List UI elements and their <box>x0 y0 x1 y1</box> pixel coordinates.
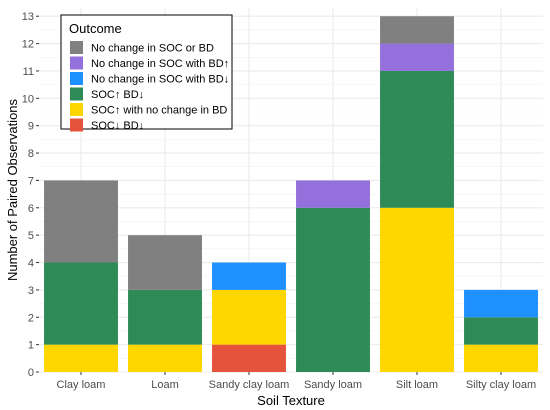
bar-segment <box>212 262 286 290</box>
x-tick-label: Clay loam <box>57 379 106 391</box>
bar-segment <box>44 180 118 263</box>
legend-label: No change in SOC with BD↓ <box>91 74 229 86</box>
x-tick-label: Loam <box>151 379 179 391</box>
y-tick-label: 13 <box>22 11 34 23</box>
y-tick-label: 1 <box>28 340 34 352</box>
bar-segment <box>380 207 454 372</box>
x-axis-ticks: Clay loam Loam Sandy clay loam Sandy loam Si… <box>57 372 536 391</box>
grid-lines <box>39 8 543 373</box>
bar-segment <box>296 207 370 372</box>
legend-key <box>70 72 83 85</box>
bar-segment <box>380 16 454 44</box>
x-tick-label: Silt loam <box>396 379 438 391</box>
legend-label: SOC↓ BD↓ <box>91 120 144 132</box>
x-axis-title: Soil Texture <box>257 393 325 408</box>
legend-label: No change in SOC with BD↑ <box>91 58 229 70</box>
bar-segment <box>128 344 202 372</box>
x-tick-label: Sandy clay loam <box>209 379 290 391</box>
y-tick-label: 8 <box>28 148 34 160</box>
bar-segment <box>380 70 454 208</box>
bar-segment <box>44 262 118 345</box>
bar-segment <box>212 289 286 345</box>
bar-segment <box>128 289 202 345</box>
legend-label: SOC↑ with no change in BD <box>91 105 227 117</box>
bar-segment <box>464 317 538 345</box>
legend-label: No change in SOC or BD <box>91 43 214 55</box>
y-tick-label: 3 <box>28 285 34 297</box>
bar-segment <box>380 43 454 71</box>
legend-box <box>60 14 233 130</box>
bar-segment <box>464 289 538 318</box>
y-tick-label: 11 <box>23 66 34 78</box>
bar-segment <box>464 344 538 372</box>
y-tick-label: 0 <box>28 367 34 379</box>
y-tick-label: 7 <box>28 175 34 187</box>
bar-segment <box>44 344 118 372</box>
bar-segment <box>212 344 286 372</box>
bar-segment <box>128 235 202 290</box>
y-axis-title: Number of Paired Observations <box>5 98 20 281</box>
legend-key <box>70 56 83 70</box>
legend-key <box>70 103 83 116</box>
legend-key <box>70 118 83 132</box>
legend-key <box>70 87 83 101</box>
legend-label: SOC↑ BD↓ <box>91 89 144 101</box>
legend-items: No change in SOC or BD No change in SOC w… <box>70 41 229 132</box>
legend-key <box>70 41 83 54</box>
bars <box>44 16 538 372</box>
y-tick-label: 10 <box>22 93 34 105</box>
y-tick-label: 4 <box>28 258 34 270</box>
x-tick-label: Sandy loam <box>304 379 362 391</box>
x-tick-label: Silty clay loam <box>466 379 536 391</box>
y-tick-label: 6 <box>28 203 34 215</box>
legend-title: Outcome <box>69 21 122 36</box>
bar-segment <box>296 180 370 208</box>
y-tick-label: 5 <box>28 230 34 242</box>
y-tick-label: 12 <box>22 39 34 51</box>
y-tick-label: 2 <box>28 312 34 324</box>
y-tick-label: 9 <box>28 121 34 133</box>
